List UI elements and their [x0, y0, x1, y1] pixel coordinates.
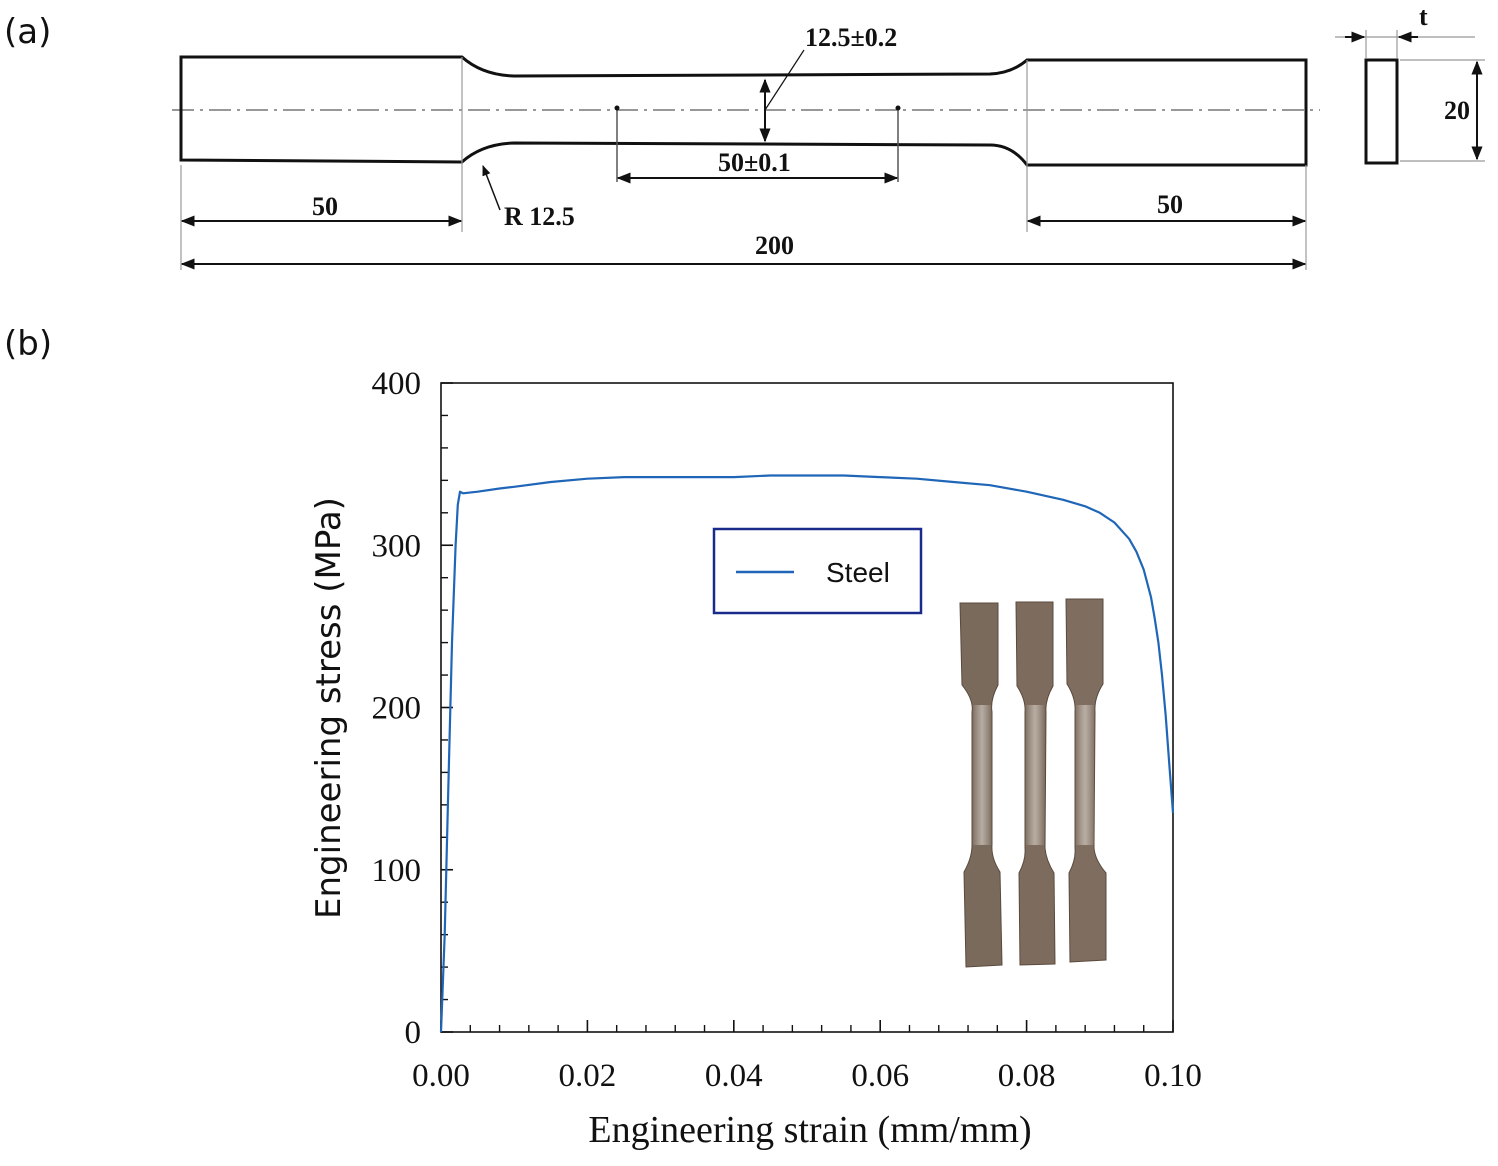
y-tick-label: 100: [372, 853, 422, 889]
y-tick-label: 200: [372, 691, 422, 727]
radius-leader: [482, 165, 501, 211]
x-tick-label: 0.06: [851, 1058, 909, 1094]
width-dimension: 12.5±0.2: [805, 23, 897, 52]
specimen-sheen: [1075, 705, 1095, 845]
x-tick-label: 0.00: [412, 1058, 470, 1094]
x-axis-label: Engineering strain (mm/mm): [588, 1109, 1031, 1151]
total-dimension: 200: [755, 231, 794, 260]
y-tick-label: 400: [372, 366, 422, 402]
plot-axes: 0.00 0.02 0.04 0.06 0.08 0.10 0 100 200 300 400: [372, 366, 1202, 1094]
grip-right-dimension: 50: [1157, 190, 1183, 219]
x-tick-label: 0.08: [998, 1058, 1056, 1094]
gauge-mark: [895, 105, 901, 111]
legend-label: Steel: [826, 557, 890, 588]
legend: Steel: [712, 527, 923, 615]
y-tick-label: 300: [372, 528, 422, 564]
specimen-photo: [959, 602, 1003, 968]
width-leader: [764, 49, 805, 111]
specimen-drawing: 12.5±0.2 50±0.1 R 12.5 50 50 200 20 t: [172, 2, 1485, 270]
plot-frame: [440, 382, 1174, 1033]
specimens-photo-inset: [959, 598, 1107, 968]
specimen-sheen: [972, 705, 992, 845]
grip-left-dimension: 50: [312, 192, 338, 221]
height-dimension: 20: [1444, 96, 1470, 125]
specimen-photo: [1065, 598, 1107, 963]
panel-label-b: (b): [4, 324, 53, 364]
gauge-dimension: 50±0.1: [718, 148, 791, 177]
radius-dimension: R 12.5: [504, 202, 575, 231]
legend-box: [712, 527, 923, 615]
panel-label-a: (a): [4, 12, 52, 52]
x-tick-label: 0.02: [559, 1058, 617, 1094]
gauge-mark: [614, 105, 620, 111]
x-tick-label: 0.04: [705, 1058, 763, 1094]
y-axis-label: Engineering stress (MPa): [309, 497, 349, 919]
series-line-steel: [439, 474, 1175, 1033]
x-tick-label: 0.10: [1144, 1058, 1202, 1094]
y-tick-label: 0: [405, 1015, 422, 1051]
specimen-photo: [1015, 601, 1056, 966]
specimen-sheen: [1025, 705, 1045, 845]
cross-section: [1364, 58, 1399, 165]
thickness-dimension: t: [1419, 2, 1428, 31]
